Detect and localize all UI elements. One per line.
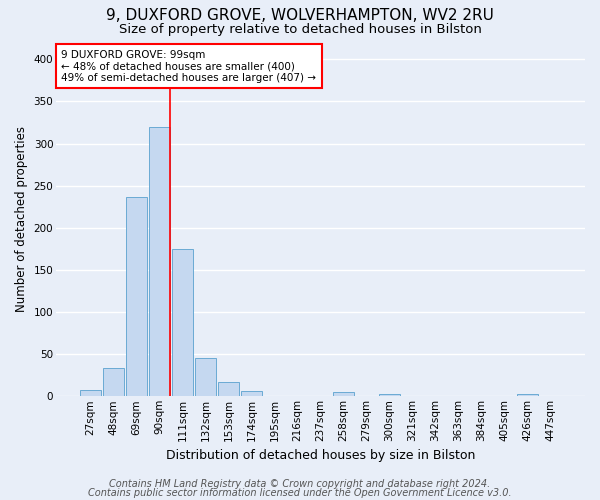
Bar (517, 394, 538, 396)
Text: 9, DUXFORD GROVE, WOLVERHAMPTON, WV2 2RU: 9, DUXFORD GROVE, WOLVERHAMPTON, WV2 2RU (106, 8, 494, 22)
Bar (333, 392, 354, 396)
Bar (80, 390, 101, 396)
Bar (379, 394, 400, 396)
Text: Size of property relative to detached houses in Bilston: Size of property relative to detached ho… (119, 22, 481, 36)
Text: Contains public sector information licensed under the Open Government Licence v3: Contains public sector information licen… (88, 488, 512, 498)
Bar (149, 126, 170, 396)
Bar (172, 249, 193, 396)
Bar (126, 196, 147, 396)
Text: Contains HM Land Registry data © Crown copyright and database right 2024.: Contains HM Land Registry data © Crown c… (109, 479, 491, 489)
Bar (241, 391, 262, 396)
Bar (103, 368, 124, 396)
Bar (195, 358, 216, 397)
Bar (218, 382, 239, 396)
Text: 9 DUXFORD GROVE: 99sqm
← 48% of detached houses are smaller (400)
49% of semi-de: 9 DUXFORD GROVE: 99sqm ← 48% of detached… (61, 50, 316, 83)
Y-axis label: Number of detached properties: Number of detached properties (15, 126, 28, 312)
X-axis label: Distribution of detached houses by size in Bilston: Distribution of detached houses by size … (166, 450, 475, 462)
